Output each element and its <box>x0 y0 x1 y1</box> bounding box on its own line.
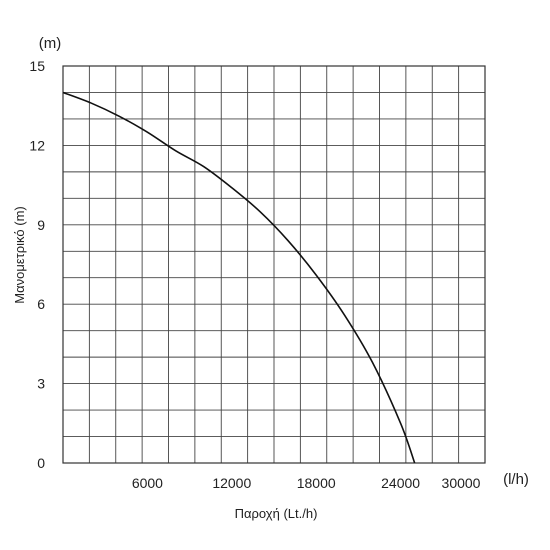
y-tick-label: 9 <box>37 217 45 233</box>
grid-lines <box>63 66 485 463</box>
x-tick-label: 30000 <box>442 475 481 491</box>
series-line <box>62 91 416 464</box>
x-tick-label: 24000 <box>381 475 420 491</box>
y-tick-label: 6 <box>37 296 45 312</box>
y-tick-label: 15 <box>29 58 45 74</box>
x-unit-label: (l/h) <box>503 471 529 488</box>
x-tick-label: 18000 <box>297 475 336 491</box>
y-tick-label: 3 <box>37 376 45 392</box>
y-tick-label: 12 <box>29 137 45 153</box>
x-tick-label: 12000 <box>212 475 251 491</box>
x-tick-labels: 6000 12000 18000 24000 30000 <box>132 475 481 491</box>
y-unit-label: (m) <box>39 35 62 52</box>
x-tick-label: 6000 <box>132 475 163 491</box>
y-tick-label: 0 <box>37 455 45 471</box>
x-axis-title: Παροχή (Lt./h) <box>235 506 318 521</box>
plot-frame <box>62 65 486 464</box>
y-tick-labels: 0 3 6 9 12 15 <box>29 58 45 471</box>
y-axis-title: Μανομετρικό (m) <box>12 206 27 303</box>
